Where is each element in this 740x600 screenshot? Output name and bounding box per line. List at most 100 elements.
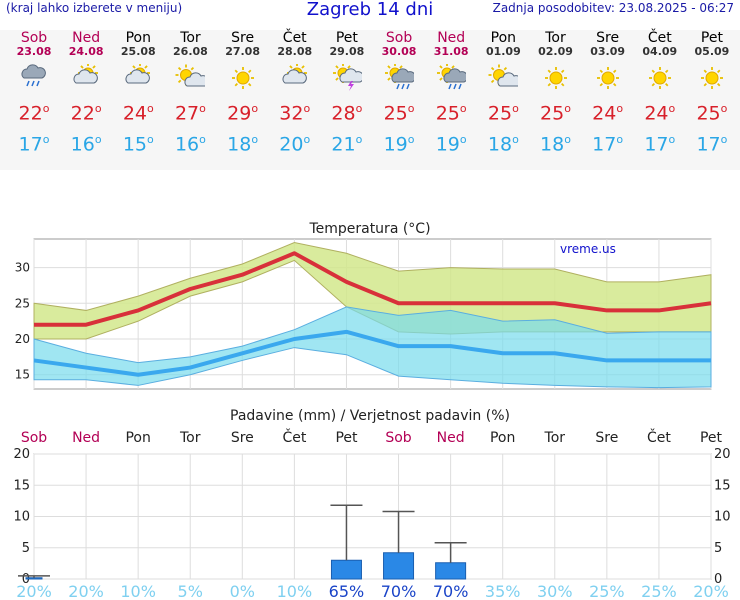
day-column: Ned 24.08 22o 16o — [60, 30, 112, 156]
min-temp-value: 21 — [331, 133, 356, 156]
x-tick-label: Sob — [21, 430, 47, 446]
x-tick-label: Sre — [595, 430, 618, 446]
min-temp-line — [33, 329, 711, 377]
day-date: 27.08 — [225, 45, 260, 58]
max-temp-value: 22 — [18, 102, 43, 125]
precip-probability: 20% — [16, 582, 52, 600]
degree-symbol: o — [42, 102, 50, 115]
day-date: 25.08 — [120, 45, 156, 58]
thunderstorm-icon — [332, 64, 362, 91]
y-tick-label-right: 15 — [714, 478, 731, 493]
max-temp: 24o — [582, 98, 634, 124]
precip-probability: 25% — [589, 582, 625, 600]
partly-cloudy-icon — [73, 64, 99, 84]
precip-probability: 20% — [68, 582, 104, 600]
min-temp: 16o — [60, 129, 112, 155]
max-temp: 22o — [60, 98, 112, 124]
max-temp: 22o — [8, 98, 60, 124]
degree-symbol: o — [303, 133, 311, 147]
degree-symbol: o — [616, 102, 624, 115]
x-tick-label: Čet — [282, 428, 306, 446]
day-date: 02.09 — [538, 45, 573, 58]
min-temp: 17o — [686, 129, 738, 155]
min-temp-value: 19 — [383, 133, 408, 156]
day-name: Pet — [335, 30, 358, 46]
precip-probability: 10% — [120, 582, 156, 600]
max-temp-value: 25 — [696, 102, 721, 125]
degree-symbol: o — [512, 133, 519, 147]
degree-symbol: o — [668, 102, 676, 115]
min-temp: 18o — [217, 129, 269, 155]
day-name: Čet — [647, 30, 672, 46]
day-date: 29.08 — [329, 45, 365, 58]
min-temp: 19o — [425, 129, 477, 155]
max-temp-value: 25 — [540, 102, 565, 125]
max-temp-value: 24 — [592, 102, 617, 125]
min-temp-value: 16 — [174, 133, 200, 156]
partly-sunny-icon — [175, 64, 206, 87]
temperature-chart: 15 20 25 30 Temperatura (°C) vreme.us — [15, 221, 712, 390]
y-tick-label: 25 — [15, 296, 30, 310]
max-temp: 25o — [373, 98, 425, 124]
day-name: Pon — [490, 30, 517, 46]
day-date: 24.08 — [68, 45, 104, 58]
degree-symbol: o — [564, 102, 571, 115]
degree-symbol: o — [720, 133, 728, 147]
max-temp-value: 24 — [122, 102, 148, 125]
page-title: Zagreb 14 dni — [306, 0, 434, 20]
degree-symbol: o — [459, 102, 467, 115]
degree-symbol: o — [459, 133, 467, 147]
degree-symbol: o — [564, 133, 571, 147]
x-tick-label: Pon — [490, 430, 515, 446]
max-temp-value: 28 — [331, 102, 356, 125]
max-temp-value: 27 — [174, 102, 200, 125]
precip-probability: 35% — [485, 582, 521, 600]
min-temp-value: 19 — [435, 133, 460, 156]
day-name: Pon — [125, 30, 151, 46]
day-name: Sob — [385, 30, 413, 46]
precip-bar — [25, 577, 43, 580]
day-column: Čet 28.08 32o 20o — [269, 30, 321, 156]
degree-symbol: o — [355, 133, 363, 147]
day-name: Ned — [72, 30, 101, 46]
watermark-text: vreme.us — [560, 242, 616, 256]
day-column: Pon 25.08 24o 15 o — [112, 30, 164, 156]
min-temp-value: 17 — [18, 133, 43, 156]
day-column: Pet 05.09 25o 17o — [686, 30, 738, 156]
day-name: Sob — [20, 30, 48, 46]
min-temp: 21o — [321, 129, 373, 155]
day-name: Tor — [180, 30, 201, 46]
menu-hint-text: (kraj lahko izberete v meniju) — [6, 1, 183, 15]
min-temp-value: 20 — [279, 133, 304, 156]
y-tick-label: 30 — [15, 261, 30, 275]
day-column: Pet 29.08 28 o 21o — [321, 30, 373, 156]
degree-symbol: o — [147, 102, 154, 115]
max-temp: 24o — [112, 98, 164, 124]
day-date: 04.09 — [642, 45, 678, 58]
max-temp: 29o — [217, 98, 269, 124]
precip-probability: 20% — [693, 582, 729, 600]
degree-symbol: o — [42, 133, 50, 147]
x-tick-label: Sob — [385, 430, 411, 446]
precip-probability: 70% — [433, 582, 469, 600]
min-temp-value: 15 — [122, 133, 148, 156]
day-name: Pet — [700, 30, 723, 46]
x-tick-label: Tor — [179, 430, 201, 446]
y-tick-label: 20 — [15, 332, 30, 346]
min-temp-range — [33, 306, 712, 389]
x-tick-label: Pet — [700, 430, 723, 446]
day-name: Tor — [545, 30, 566, 46]
sun-icon — [648, 67, 671, 89]
day-column: Tor 26.08 27o 16o — [164, 30, 216, 156]
header-bar: (kraj lahko izberete v meniju) Zagreb 14… — [0, 0, 740, 22]
max-temp-value: 22 — [70, 102, 95, 125]
degree-symbol: o — [668, 133, 676, 147]
y-tick-label: 15 — [15, 368, 30, 382]
degree-symbol: o — [512, 102, 519, 115]
y-tick-label: 20 — [13, 447, 30, 462]
x-tick-label: Tor — [544, 430, 566, 446]
day-name: Sre — [596, 30, 620, 46]
min-temp: 18o — [477, 129, 529, 155]
y-tick-label-right: 5 — [714, 541, 722, 556]
partly-cloudy-icon — [125, 64, 151, 84]
